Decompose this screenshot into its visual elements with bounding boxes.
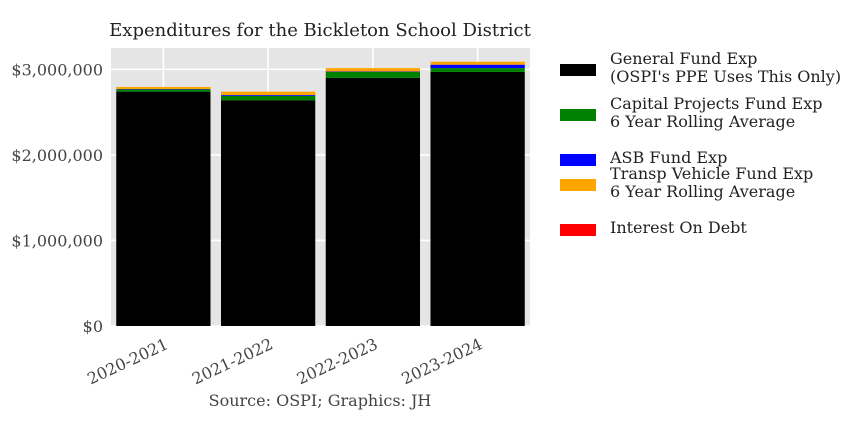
legend-label: Capital Projects Fund Exp 6 Year Rolling … — [610, 94, 822, 131]
legend-swatch-1 — [560, 109, 596, 121]
y-axis: $0 $1,000,000 $2,000,000 $3,000,000 — [11, 60, 103, 336]
bar-2020-2021-series-3 — [116, 86, 211, 90]
bar-2021-2022-series-2 — [220, 95, 316, 96]
bars — [116, 61, 525, 326]
x-axis: 2020-2021 2021-2022 2022-2023 2023-2024 — [84, 334, 485, 388]
bar-2022-2023-series-1 — [325, 71, 421, 78]
bar-2023-2024-series-2 — [430, 64, 525, 69]
legend-swatch-4 — [560, 224, 596, 236]
bar-2023-2024-series-1 — [430, 68, 525, 72]
y-tick-label: $3,000,000 — [11, 60, 103, 79]
bar-2020-2021-series-1 — [116, 89, 211, 92]
bar-2023-2024-series-0 — [430, 71, 525, 326]
x-tick-label: 2022-2023 — [294, 334, 381, 388]
bar-2021-2022-series-3 — [220, 91, 316, 96]
legend-label: Transp Vehicle Fund Exp 6 Year Rolling Av… — [610, 164, 813, 201]
bar-2021-2022-series-1 — [220, 95, 316, 101]
legend-label: General Fund Exp (OSPI's PPE Uses This On… — [610, 49, 841, 86]
bar-2023-2024-series-3 — [430, 61, 525, 65]
legend-swatch-3 — [560, 179, 596, 191]
chart-title: Expenditures for the Bickleton School Di… — [109, 20, 531, 41]
y-tick-label: $0 — [83, 317, 103, 336]
y-tick-label: $1,000,000 — [11, 231, 103, 250]
legend: General Fund Exp (OSPI's PPE Uses This On… — [560, 49, 841, 237]
legend-label: Interest On Debt — [610, 218, 747, 237]
x-tick-label: 2023-2024 — [399, 334, 486, 388]
legend-swatch-0 — [560, 64, 596, 76]
bar-2022-2023-series-0 — [325, 77, 421, 326]
bar-2020-2021-series-0 — [116, 91, 211, 326]
legend-swatch-2 — [560, 154, 596, 166]
source-caption: Source: OSPI; Graphics: JH — [209, 391, 432, 410]
bar-2022-2023-series-3 — [325, 68, 421, 72]
x-tick-label: 2020-2021 — [84, 334, 171, 388]
bar-2021-2022-series-0 — [220, 100, 316, 326]
x-tick-label: 2021-2022 — [189, 334, 276, 388]
legend-label: ASB Fund Exp — [609, 148, 727, 167]
y-tick-label: $2,000,000 — [11, 146, 103, 165]
